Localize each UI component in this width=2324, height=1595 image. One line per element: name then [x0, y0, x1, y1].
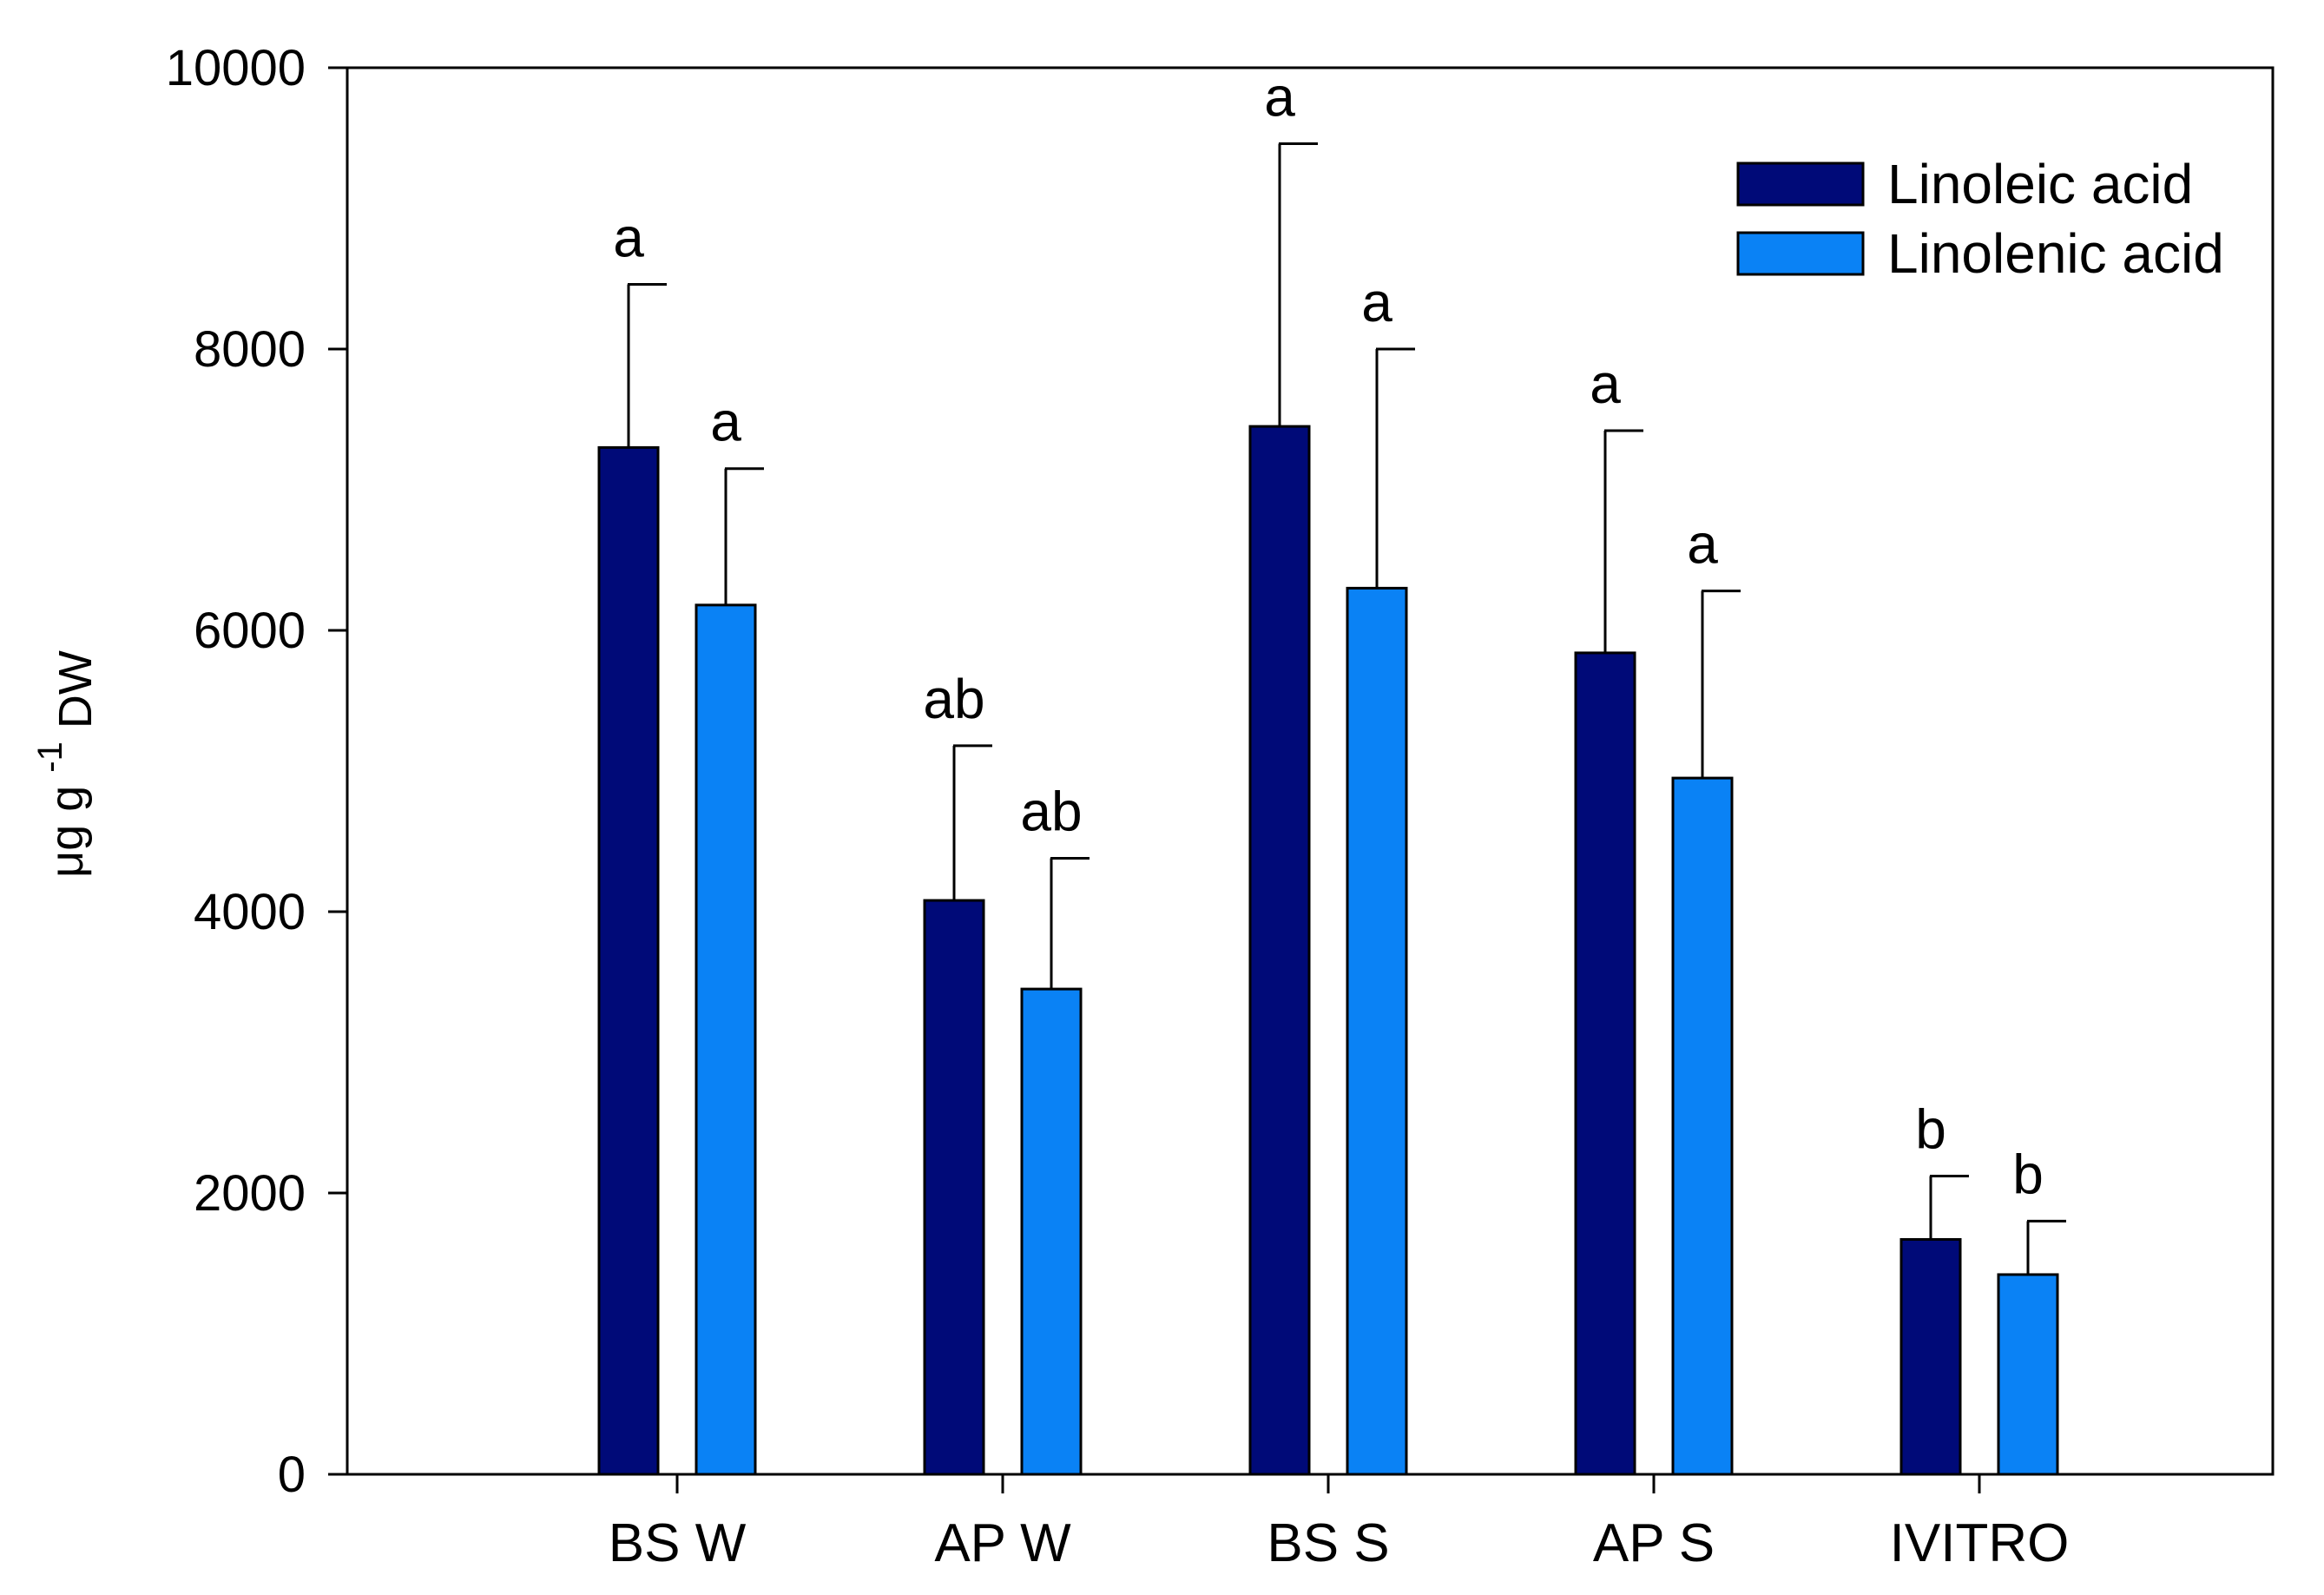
y-tick-label-4: 8000: [194, 321, 306, 378]
bar-linolenic-1: [1020, 987, 1083, 1476]
y-axis-label-superscript: -1: [31, 741, 69, 773]
y-tick-label-1: 2000: [194, 1165, 306, 1222]
legend-swatch-0: [1736, 161, 1865, 207]
y-axis-title: μg g -1 DW: [20, 650, 102, 878]
bar-linoleic-4: [1899, 1237, 1962, 1476]
bar-linolenic-2: [1346, 586, 1408, 1476]
significance-label-1-1: ab: [1020, 780, 1082, 842]
bar-linolenic-4: [1997, 1273, 2059, 1476]
significance-label-0-3: a: [1590, 353, 1621, 415]
bar-linoleic-3: [1574, 651, 1636, 1476]
significance-label-0-1: ab: [923, 668, 984, 730]
y-tick-label-3: 6000: [194, 603, 306, 659]
significance-label-1-0: a: [710, 391, 741, 453]
significance-label-1-4: b: [2012, 1143, 2044, 1205]
y-axis: 0 2000 4000 6000 8000 10000: [166, 40, 347, 1503]
bar-linoleic-0: [597, 445, 660, 1476]
legend: Linoleic acid Linolenic acid: [1736, 153, 2224, 285]
significance-label-0-4: b: [1915, 1098, 1946, 1161]
legend-label-0: Linoleic acid: [1887, 153, 2193, 215]
x-tick-label-1: AP W: [934, 1513, 1071, 1573]
bar-linolenic-3: [1671, 776, 1734, 1476]
bar-linolenic-0: [695, 603, 757, 1476]
bar-linoleic-1: [923, 899, 985, 1476]
y-axis-label-base: μg g: [41, 786, 93, 878]
significance-label-0-0: a: [613, 206, 644, 268]
legend-label-1: Linolenic acid: [1887, 222, 2224, 285]
y-tick-label-2: 4000: [194, 884, 306, 940]
y-tick-label-5: 10000: [166, 40, 306, 96]
x-tick-label-2: BS S: [1267, 1513, 1389, 1573]
x-tick-label-0: BS W: [609, 1513, 747, 1573]
y-axis-label-subscript: DW: [49, 650, 102, 728]
significance-label-0-2: a: [1264, 65, 1295, 128]
x-axis: BS W AP W BS S AP S IVITRO: [609, 1474, 2070, 1573]
significance-label-1-3: a: [1687, 513, 1718, 576]
significance-label-1-2: a: [1361, 271, 1392, 333]
legend-swatch-1: [1736, 231, 1865, 276]
bar-linoleic-2: [1248, 425, 1311, 1476]
y-axis-label: μg g -1 DW: [20, 650, 102, 878]
y-tick-label-0: 0: [278, 1447, 306, 1503]
x-tick-label-3: AP S: [1593, 1513, 1715, 1573]
x-tick-label-4: IVITRO: [1890, 1513, 2070, 1573]
